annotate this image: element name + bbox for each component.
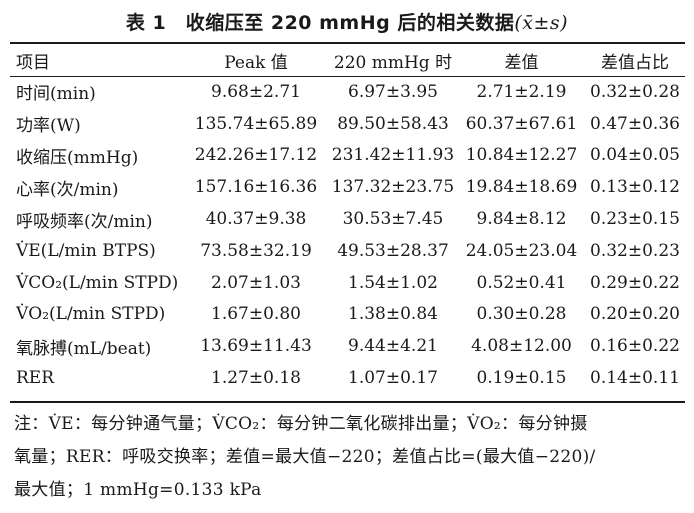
header-peak: Peak 值 [224,52,288,73]
cell-220: 231.42±11.93 [331,145,455,166]
note-line: 氧量；RER：呼吸交换率；差值=最大值−220；差值占比=(最大值−220)/ [14,447,596,467]
cell-peak: 13.69±11.43 [200,336,312,357]
header-ratio: 差值占比 [601,52,669,73]
table-row: V̇CO₂(L/min STPD) 2.07±1.03 1.54±1.02 0.… [10,267,691,299]
cell-ratio: 0.16±0.22 [590,336,680,357]
row-label: V̇CO₂(L/min STPD) [16,272,179,293]
row-label: 功率(W) [16,116,81,137]
cell-ratio: 0.47±0.36 [590,113,680,134]
cell-peak: 73.58±32.19 [200,240,312,261]
top-rule [10,42,685,44]
cell-220: 1.07±0.17 [348,368,438,389]
table-row: RER 1.27±0.18 1.07±0.17 0.19±0.15 0.14±0… [10,362,691,394]
cell-220: 49.53±28.37 [337,240,449,261]
table-row: 呼吸频率(次/min) 40.37±9.38 30.53±7.45 9.84±8… [10,203,691,235]
cell-ratio: 0.04±0.05 [590,145,680,166]
cell-ratio: 0.13±0.12 [590,177,680,198]
table-note: 注：V̇E：每分钟通气量；V̇CO₂：每分钟二氧化碳排出量；V̇O₂：每分钟摄 … [14,408,684,507]
caption-stat: (x̄±s) [514,12,569,34]
cell-diff: 0.19±0.15 [476,368,567,389]
table-row: 收缩压(mmHg) 242.26±17.12 231.42±11.93 10.8… [10,140,691,172]
bottom-rule [10,401,685,403]
table-row: 功率(W) 135.74±65.89 89.50±58.43 60.37±67.… [10,108,691,140]
table-caption: 表 1 收缩压至 220 mmHg 后的相关数据(x̄±s) [0,8,694,35]
cell-220: 89.50±58.43 [337,113,449,134]
header-rule [10,76,685,77]
cell-220: 1.38±0.84 [348,304,438,325]
cell-diff: 10.84±12.27 [465,145,578,166]
cell-diff: 0.52±0.41 [476,272,567,293]
cell-ratio: 0.23±0.15 [590,209,680,230]
cell-ratio: 0.14±0.11 [590,368,680,389]
cell-peak: 2.07±1.03 [211,272,301,293]
header-diff: 差值 [504,52,539,73]
table-row: 时间(min) 9.68±2.71 6.97±3.95 2.71±2.19 0.… [10,76,691,108]
note-line: 最大值；1 mmHg=0.133 kPa [14,480,262,500]
cell-peak: 40.37±9.38 [205,209,307,230]
header-row: 项目 Peak 值 220 mmHg 时 差值 差值占比 [10,44,691,76]
cell-diff: 60.37±67.61 [465,113,578,134]
header-item: 项目 [16,52,50,73]
cell-peak: 1.67±0.80 [211,304,301,325]
cell-diff: 24.05±23.04 [465,240,578,261]
table-row: V̇O₂(L/min STPD) 1.67±0.80 1.38±0.84 0.3… [10,299,691,331]
cell-peak: 157.16±16.36 [194,177,318,198]
caption-title: 表 1 收缩压至 220 mmHg 后的相关数据 [125,12,515,34]
cell-220: 1.54±1.02 [348,272,438,293]
cell-diff: 4.08±12.00 [471,336,572,357]
data-table: 项目 Peak 值 220 mmHg 时 差值 差值占比 时间(min) 9.6… [10,44,691,394]
row-label: 氧脉搏(mL/beat) [16,338,152,359]
row-label: 时间(min) [16,84,96,105]
cell-diff: 2.71±2.19 [476,81,567,102]
cell-diff: 9.84±8.12 [476,209,567,230]
note-line: 注：V̇E：每分钟通气量；V̇CO₂：每分钟二氧化碳排出量；V̇O₂：每分钟摄 [14,414,588,434]
cell-peak: 9.68±2.71 [211,81,301,102]
row-label: RER [16,368,55,389]
cell-peak: 242.26±17.12 [194,145,318,166]
table-row: 氧脉搏(mL/beat) 13.69±11.43 9.44±4.21 4.08±… [10,330,691,362]
row-label: V̇O₂(L/min STPD) [16,304,166,325]
table-row: V̇E(L/min BTPS) 73.58±32.19 49.53±28.37 … [10,235,691,267]
row-label: 收缩压(mmHg) [16,147,139,168]
cell-diff: 19.84±18.69 [465,177,578,198]
cell-peak: 135.74±65.89 [194,113,318,134]
cell-ratio: 0.29±0.22 [590,272,680,293]
cell-220: 30.53±7.45 [342,209,444,230]
row-label: 呼吸频率(次/min) [16,211,153,232]
cell-ratio: 0.32±0.23 [590,240,680,261]
cell-peak: 1.27±0.18 [211,368,301,389]
cell-ratio: 0.20±0.20 [590,304,680,325]
cell-diff: 0.30±0.28 [476,304,567,325]
table-row: 心率(次/min) 157.16±16.36 137.32±23.75 19.8… [10,171,691,203]
cell-220: 9.44±4.21 [348,336,438,357]
cell-ratio: 0.32±0.28 [590,81,680,102]
cell-220: 6.97±3.95 [348,81,438,102]
header-220: 220 mmHg 时 [333,52,453,73]
row-label: V̇E(L/min BTPS) [16,240,156,261]
cell-220: 137.32±23.75 [331,177,455,198]
row-label: 心率(次/min) [16,179,119,200]
